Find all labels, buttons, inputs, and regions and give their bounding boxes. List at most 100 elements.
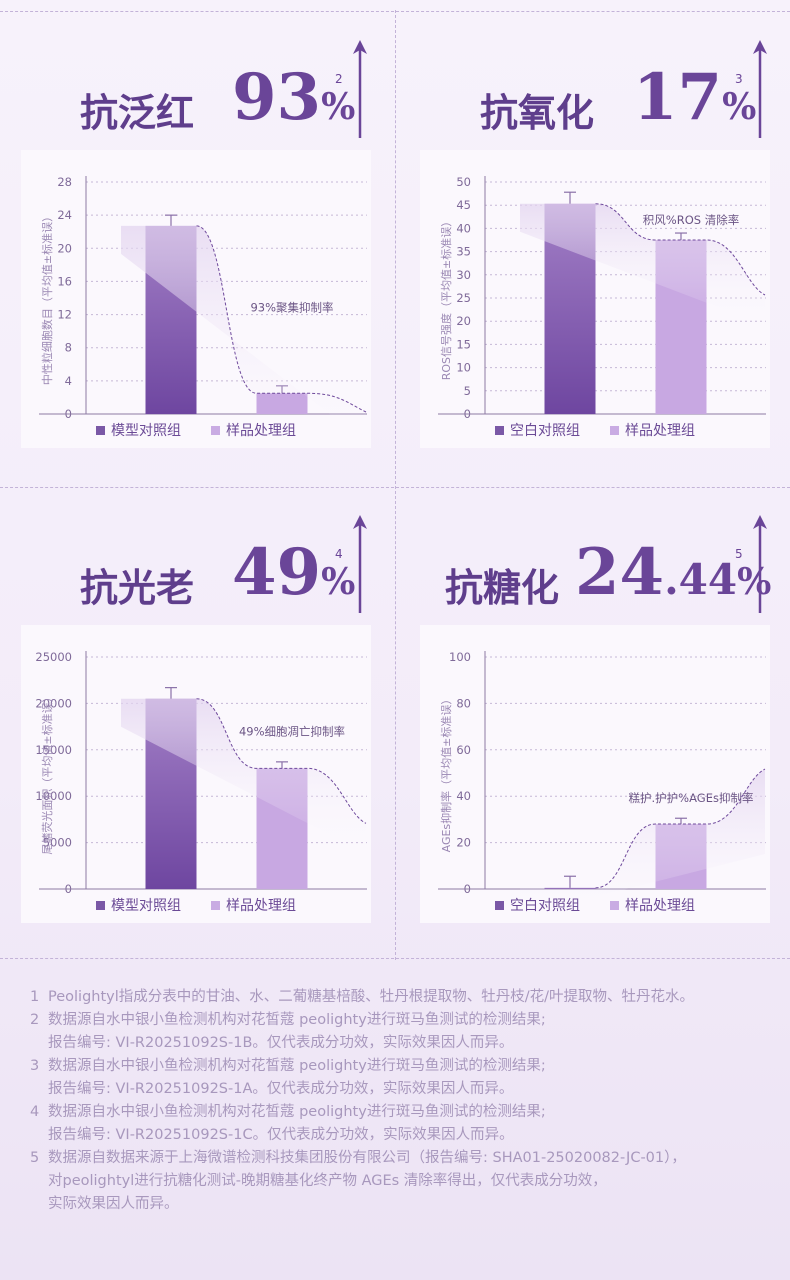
footnote-line: 4 数据源自水中银小鱼检测机构对花皙蔻 peolighty进行斑马鱼测试的检测结果…	[30, 1101, 775, 1124]
chart-legend: 空白对照组 样品处理组	[420, 895, 770, 915]
middle-divider	[0, 487, 790, 488]
trend-shadow	[121, 225, 366, 442]
trend-shadow	[520, 203, 765, 325]
footnote-text: Peolightyl指成分表中的甘油、水、二葡糖基棓酸、牡丹根提取物、牡丹枝/花…	[48, 989, 695, 1005]
footnote-number: 3	[30, 1058, 40, 1074]
annotation-label: 积风%ROS 清除率	[643, 213, 739, 227]
section-percentage: 93%	[232, 60, 356, 135]
section-percentage: 17%	[633, 60, 757, 135]
legend-item: 空白对照组	[495, 895, 580, 915]
footnotes: 1 Peolightyl指成分表中的甘油、水、二葡糖基棓酸、牡丹根提取物、牡丹枝/…	[30, 986, 775, 1216]
y-tick-label: 20	[456, 314, 471, 328]
y-tick-label: 35	[456, 245, 471, 259]
y-axis-label: ROS信号强度（平均值±标准误）	[439, 216, 453, 381]
legend-label: 空白对照组	[510, 898, 580, 914]
footnote-text: 数据源自水中银小鱼检测机构对花皙蔻 peolighty进行斑马鱼测试的检测结果;	[48, 1104, 546, 1120]
y-tick-label: 40	[456, 221, 471, 235]
section-title: 抗光老	[80, 565, 195, 610]
footnote-number	[30, 1078, 48, 1101]
section-title: 抗糖化	[445, 565, 560, 610]
y-tick-label: 28	[57, 175, 72, 189]
footnote-number: 1	[30, 989, 40, 1005]
chart-panel: 0 20 40 60 80 100 AGEs抑制率（平均值±标准误） 糕护.护护%AGEs抑制…	[420, 625, 770, 923]
footnote-number	[30, 1032, 48, 1055]
y-tick-label: 20000	[35, 696, 72, 710]
y-tick-label: 60	[456, 743, 471, 757]
annotation-label: 糕护.护护%AGEs抑制率	[629, 791, 754, 805]
legend-item: 样品处理组	[610, 420, 695, 440]
footnote-text: 数据源自水中银小鱼检测机构对花皙蔻 peolighty进行斑马鱼测试的检测结果;	[48, 1012, 546, 1028]
trend-shadow	[520, 769, 765, 916]
annotation-label: 49%细胞凋亡抑制率	[239, 725, 345, 739]
footnote-line: 报告编号: VI-R20251092S-1A。仅代表成分功效，实际效果因人而异。	[30, 1078, 775, 1101]
footnote-text: 报告编号: VI-R20251092S-1B。仅代表成分功效，实际效果因人而异。	[48, 1035, 514, 1051]
y-tick-label: 30	[456, 268, 471, 282]
legend-item: 样品处理组	[211, 895, 296, 915]
legend-label: 样品处理组	[625, 898, 695, 914]
annotation-label: 93%聚集抑制率	[250, 301, 333, 315]
footnote-number	[30, 1170, 48, 1193]
legend-item: 空白对照组	[495, 420, 580, 440]
up-arrow-icon	[353, 40, 367, 138]
y-tick-label: 24	[57, 208, 72, 222]
section-percentage: 24.44%	[575, 535, 772, 610]
footnote-line: 报告编号: VI-R20251092S-1B。仅代表成分功效，实际效果因人而异。	[30, 1032, 775, 1055]
bar-chart: 0500010000150002000025000尾鳍荧光面积（平均值±标准误）…	[35, 650, 367, 896]
legend-label: 空白对照组	[510, 423, 580, 439]
y-tick-label: 50	[456, 175, 471, 189]
y-tick-label: 8	[65, 341, 72, 355]
footnote-number: 5	[30, 1150, 40, 1166]
y-tick-label: 45	[456, 198, 471, 212]
legend-label: 样品处理组	[625, 423, 695, 439]
legend-label: 样品处理组	[226, 423, 296, 439]
footnote-line: 5 数据源自数据来源于上海微谱检测科技集团股份有限公司（报告编号: SHA01-2…	[30, 1147, 775, 1170]
footnote-line: 2 数据源自水中银小鱼检测机构对花皙蔻 peolighty进行斑马鱼测试的检测结果…	[30, 1009, 775, 1032]
chart-legend: 模型对照组 样品处理组	[21, 895, 371, 915]
trend-shadow	[121, 698, 366, 854]
footnote-text: 数据源自水中银小鱼检测机构对花皙蔻 peolighty进行斑马鱼测试的检测结果;	[48, 1058, 546, 1074]
section-title: 抗氧化	[480, 90, 595, 135]
footnote-line: 3 数据源自水中银小鱼检测机构对花皙蔻 peolighty进行斑马鱼测试的检测结果…	[30, 1055, 775, 1078]
y-tick-label: 25	[456, 291, 471, 305]
y-tick-label: 10000	[35, 789, 72, 803]
footnote-text: 实际效果因人而异。	[48, 1196, 179, 1212]
legend-swatch	[211, 425, 220, 435]
y-tick-label: 100	[449, 650, 471, 664]
trend-line	[196, 225, 367, 413]
footnote-line: 报告编号: VI-R20251092S-1C。仅代表成分功效，实际效果因人而异。	[30, 1124, 775, 1147]
section-anti-photoaging: 抗光老 49% 4 0 5000 10000 15000 20000 25000 尾鳍荧光面…	[0, 475, 395, 950]
y-tick-label: 15000	[35, 743, 72, 757]
chart-panel: 0 5000 10000 15000 20000 25000 尾鳍荧光面积（平均值±标准误）…	[21, 625, 371, 923]
footnote-number	[30, 1124, 48, 1147]
footnote-marker: 5	[735, 547, 743, 561]
y-axis-label: 中性粒细胞数目（平均值±标准误）	[40, 211, 54, 385]
y-axis-label: AGEs抑制率（平均值±标准误）	[439, 694, 453, 853]
footnote-number: 2	[30, 1012, 40, 1028]
legend-swatch	[495, 900, 504, 910]
y-tick-label: 40	[456, 789, 471, 803]
legend-label: 模型对照组	[111, 423, 181, 439]
legend-swatch	[211, 900, 220, 910]
chart-panel: 0 5 10 15 20 25 30 35 40 45 50 ROS信号强度（平均值±标准误） 积风%R…	[420, 150, 770, 448]
y-tick-label: 10	[456, 361, 471, 375]
section-anti-redness: 抗泛红 93% 2 0 4 8 12 16 20 24 28 中性粒细胞数目（平均值±标准误） 9…	[0, 0, 395, 475]
y-axis-label: 尾鳍荧光面积（平均值±标准误）	[40, 691, 54, 854]
legend-label: 模型对照组	[111, 898, 181, 914]
up-arrow-icon	[753, 40, 767, 138]
legend-swatch	[610, 425, 619, 435]
section-antioxidant: 抗氧化 17% 3 0 5 10 15 20 25 30 35 40 45 50 ROS信号强度（平均…	[395, 0, 790, 475]
trend-line	[595, 203, 766, 296]
y-tick-label: 80	[456, 696, 471, 710]
footnote-line: 实际效果因人而异。	[30, 1193, 775, 1216]
y-tick-label: 20	[456, 836, 471, 850]
legend-item: 样品处理组	[610, 895, 695, 915]
legend-item: 样品处理组	[211, 420, 296, 440]
top-divider	[0, 11, 790, 12]
up-arrow-icon	[753, 515, 767, 613]
y-tick-label: 16	[57, 274, 72, 288]
section-title: 抗泛红	[80, 90, 195, 135]
footnote-number	[30, 1193, 48, 1216]
trend-line	[595, 768, 766, 889]
